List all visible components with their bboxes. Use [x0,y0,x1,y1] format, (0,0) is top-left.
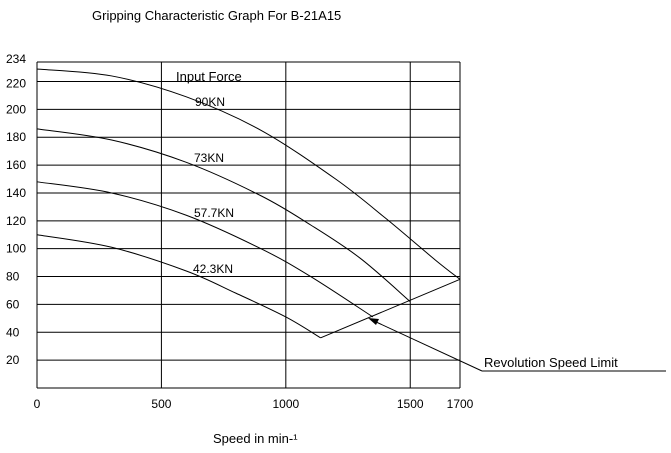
series-label-73KN: 73KN [194,151,224,165]
x-tick-1000: 1000 [272,397,299,411]
legend-title: Input Force [176,69,242,84]
chart-title: Gripping Characteristic Graph For B-21A1… [92,8,341,23]
y-tick-140: 140 [6,186,26,200]
series-label-57.7KN: 57.7KN [194,206,234,220]
series-label-90KN: 90KN [195,95,225,109]
y-tick-200: 200 [6,102,26,116]
x-tick-1500: 1500 [397,397,424,411]
series-label-42.3KN: 42.3KN [193,262,233,276]
y-tick-40: 40 [6,325,20,339]
speed-limit-line [320,278,461,339]
y-tick-100: 100 [6,242,26,256]
annotation-leader [373,320,483,372]
x-axis-label: Speed in min-¹ [213,431,298,446]
y-tick-20: 20 [6,353,20,367]
grid-lines [36,61,461,389]
legend: Input Force [176,69,242,84]
y-tick-160: 160 [6,158,26,172]
y-tick-120: 120 [6,214,26,228]
y-tick-80: 80 [6,270,20,284]
x-tick-labels: 0 500 1000 1500 1700 [34,397,474,411]
series-curve-90KN [36,68,461,280]
series-curve-73KN [36,128,411,303]
y-tick-180: 180 [6,130,26,144]
y-tick-labels: 234 220 200 180 160 140 120 100 80 60 40 20 [6,52,26,367]
x-tick-0: 0 [34,397,41,411]
y-tick-60: 60 [6,297,20,311]
y-tick-220: 220 [6,77,26,91]
annotation-revolution-speed-limit: Revolution Speed Limit [484,355,618,370]
x-tick-500: 500 [151,397,171,411]
speed-limit-group: Revolution Speed Limit [320,278,666,372]
x-tick-1700: 1700 [447,397,474,411]
series-curve-42.3KN [36,234,321,339]
series-curve-57.7KN [36,181,374,318]
annotation-arrowhead [368,318,379,325]
series-group: 90KN 73KN 57.7KN 42.3KN [36,68,461,339]
y-tick-234: 234 [6,52,26,66]
